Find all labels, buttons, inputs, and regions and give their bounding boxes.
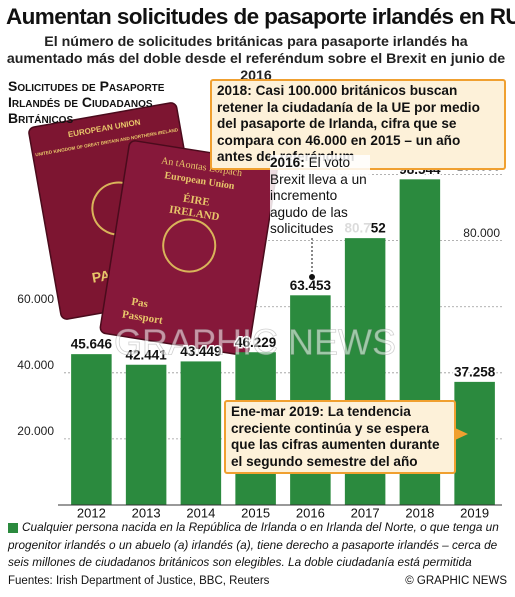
y-tick-label: 80.000 [463,226,500,240]
subtitle: El número de solicitudes británicas para… [6,34,506,84]
x-tick-label: 2013 [132,505,161,520]
passport-cover [99,140,279,356]
bar [454,381,495,505]
credit: © GRAPHIC NEWS [405,575,507,587]
value-label: 43.449 [180,344,221,359]
passport-text: ÉIRE [182,193,210,209]
y-tick-label: 20.000 [17,424,54,438]
footnote: Cualquier persona nacida en la República… [8,520,499,569]
bar [71,354,112,505]
annotation-dot [309,274,315,280]
annotation-text: La tendencia creciente continúa y se esp… [231,404,440,469]
annotation: 2018: Casi 100.000 británicos buscan ret… [210,79,506,170]
value-label: 63.453 [290,278,332,293]
y-tick-label: 60.000 [17,292,54,306]
bar [125,364,167,505]
x-tick-label: 2012 [77,505,106,520]
value-label: 42.441 [125,347,167,362]
value-label: 46.229 [235,335,276,350]
x-tick-label: 2019 [460,505,489,520]
y-tick-label: 40.000 [17,358,54,372]
bar [180,361,222,505]
value-label: 37.258 [454,364,496,379]
annotation-text: El voto Brexit lleva a un incremento agu… [270,155,367,237]
value-label: 45.646 [71,337,113,352]
passport-text: Pas [131,296,150,311]
x-tick-label: 2016 [296,505,325,520]
watermark: GRAPHIC NEWS [114,322,396,363]
passport-crest [162,218,217,273]
source: Fuentes: Irish Department of Justice, BB… [8,575,270,587]
annotation-text: Casi 100.000 británicos buscan retener l… [217,83,480,164]
x-tick-label: 2014 [186,505,215,520]
annotation-label: 2018: [217,83,252,98]
annotation-pointer [455,428,468,440]
title: Aumentan solicitudes de pasaporte irland… [6,4,515,29]
legend-swatch [8,523,18,533]
x-tick-label: 2017 [351,505,380,520]
x-tick-label: 2018 [405,505,434,520]
annotation: 2016: El voto Brexit lleva a un incremen… [270,155,370,238]
chart-title: Solicitudes de Pasaporte Irlandés de Ciu… [8,78,165,126]
annotation-label: 2016: [270,155,305,170]
annotation-label: Ene-mar 2019: [231,404,324,419]
annotation: Ene-mar 2019: La tendencia creciente con… [224,400,456,474]
x-tick-label: 2015 [241,505,270,520]
